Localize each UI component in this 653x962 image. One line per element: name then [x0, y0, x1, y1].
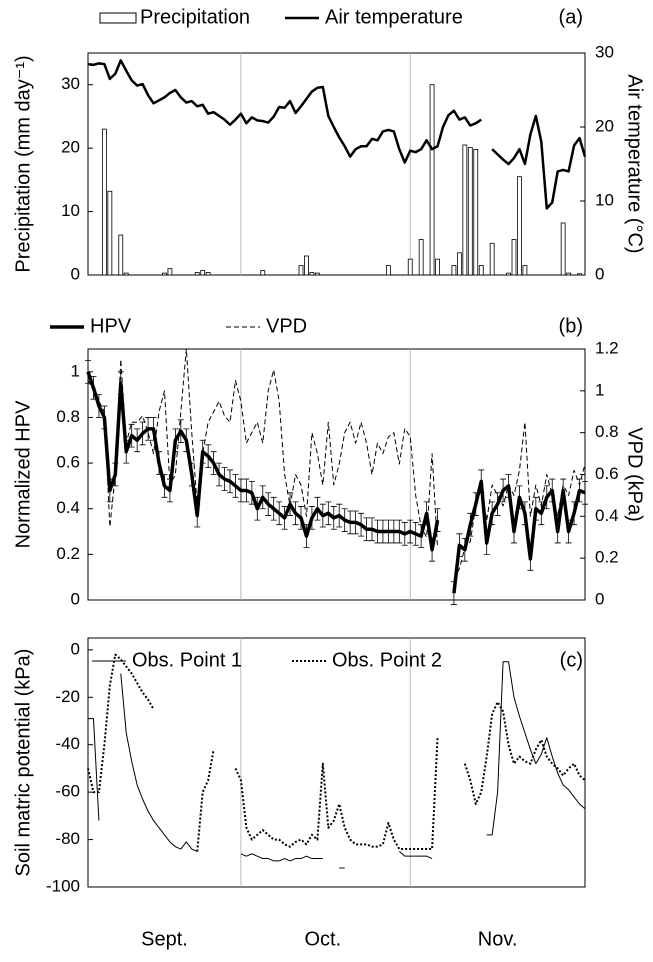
bar	[418, 239, 424, 276]
bar	[473, 149, 479, 276]
y2-tick-label: 0.6	[595, 464, 619, 483]
bar	[194, 272, 200, 276]
data-line	[196, 749, 215, 852]
data-line	[87, 653, 155, 794]
y-tick-label: -100	[46, 876, 80, 895]
bar	[123, 272, 129, 276]
y2-tick-label: 0.2	[595, 548, 619, 567]
bar	[162, 272, 167, 276]
bar	[167, 268, 173, 276]
y2-tick-label: 30	[595, 42, 614, 61]
panel-label: (c)	[560, 649, 583, 671]
y-tick-label: 0	[71, 264, 80, 283]
data-line	[88, 718, 100, 821]
bar	[309, 272, 315, 276]
x-tick-label: Sept.	[141, 928, 188, 950]
bar	[304, 255, 309, 276]
y2-tick-label: 1.2	[595, 338, 619, 357]
y2-tick-label: 10	[595, 190, 614, 209]
y-axis-title: Soil matric potential (kPa)	[12, 649, 34, 877]
bar	[462, 144, 468, 276]
bar	[429, 84, 435, 276]
bar	[314, 272, 320, 276]
x-tick-label: Oct.	[305, 928, 342, 950]
bar	[107, 190, 113, 276]
bar	[511, 239, 517, 276]
bar	[407, 258, 413, 276]
data-line	[240, 853, 323, 862]
data-line	[87, 59, 482, 164]
y-tick-label: -20	[55, 687, 80, 706]
y-tick-label: 0.4	[56, 498, 80, 517]
data-line	[86, 371, 440, 552]
bar	[260, 270, 266, 276]
panel-label: (a)	[559, 6, 583, 28]
legend-label: Obs. Point 2	[332, 649, 442, 671]
data-line	[491, 114, 587, 210]
y2-tick-label: 0	[595, 589, 604, 608]
plot-frame	[87, 52, 586, 276]
legend-swatch	[99, 12, 137, 24]
bar	[435, 258, 440, 276]
x-tick-label: Nov.	[478, 928, 518, 950]
legend-label: Air temperature	[325, 6, 463, 28]
bar	[489, 242, 495, 276]
data-line	[87, 348, 439, 548]
legend-label: Precipitation	[140, 6, 250, 28]
y2-tick-label: 20	[595, 116, 614, 135]
y-tick-label: 0.8	[56, 407, 80, 426]
data-line	[486, 661, 586, 836]
bar	[577, 273, 582, 276]
y-tick-label: -80	[55, 829, 80, 848]
bar	[101, 128, 107, 276]
y2-tick-label: 0	[595, 264, 604, 283]
legend-label: Obs. Point 1	[132, 649, 242, 671]
y-tick-label: 0.6	[56, 453, 80, 472]
y-tick-label: 10	[61, 201, 80, 220]
bar	[385, 265, 391, 276]
bar	[456, 252, 462, 276]
y-axis-title: Normalized HPV	[12, 400, 34, 548]
bar	[118, 234, 124, 276]
y-tick-label: 0.2	[56, 544, 80, 563]
y-axis-title: Precipitation (mm day⁻¹)	[12, 55, 34, 272]
y2-tick-label: 0.8	[595, 422, 619, 441]
y-tick-label: -40	[55, 734, 80, 753]
bar	[478, 265, 484, 276]
data-line	[120, 673, 198, 852]
bar	[467, 147, 473, 276]
y-tick-label: 20	[61, 138, 80, 157]
bar	[205, 272, 211, 276]
data-line	[452, 479, 586, 594]
bar	[560, 222, 566, 276]
bar	[566, 272, 572, 276]
y-tick-label: 1	[71, 361, 80, 380]
bar	[522, 265, 528, 276]
plot-frame	[87, 637, 586, 888]
bar	[298, 265, 304, 276]
data-line	[463, 701, 586, 805]
bar	[451, 265, 457, 276]
y-tick-label: -60	[55, 782, 80, 801]
bar	[517, 176, 522, 276]
data-line	[398, 851, 433, 860]
legend-label: VPD	[266, 315, 307, 337]
data-line	[234, 737, 439, 851]
legend-label: HPV	[90, 315, 132, 337]
y-tick-label: 0	[71, 639, 80, 658]
y2-axis-title: VPD (kPa)	[624, 427, 646, 521]
y2-tick-label: 0.4	[595, 506, 619, 525]
y-tick-label: 0	[71, 589, 80, 608]
y-tick-label: 30	[61, 74, 80, 93]
bar	[506, 272, 511, 276]
y2-axis-title: Air temperature (°C)	[624, 74, 646, 253]
panel-label: (b)	[559, 315, 583, 337]
y2-tick-label: 1	[595, 380, 604, 399]
bar	[200, 270, 206, 276]
